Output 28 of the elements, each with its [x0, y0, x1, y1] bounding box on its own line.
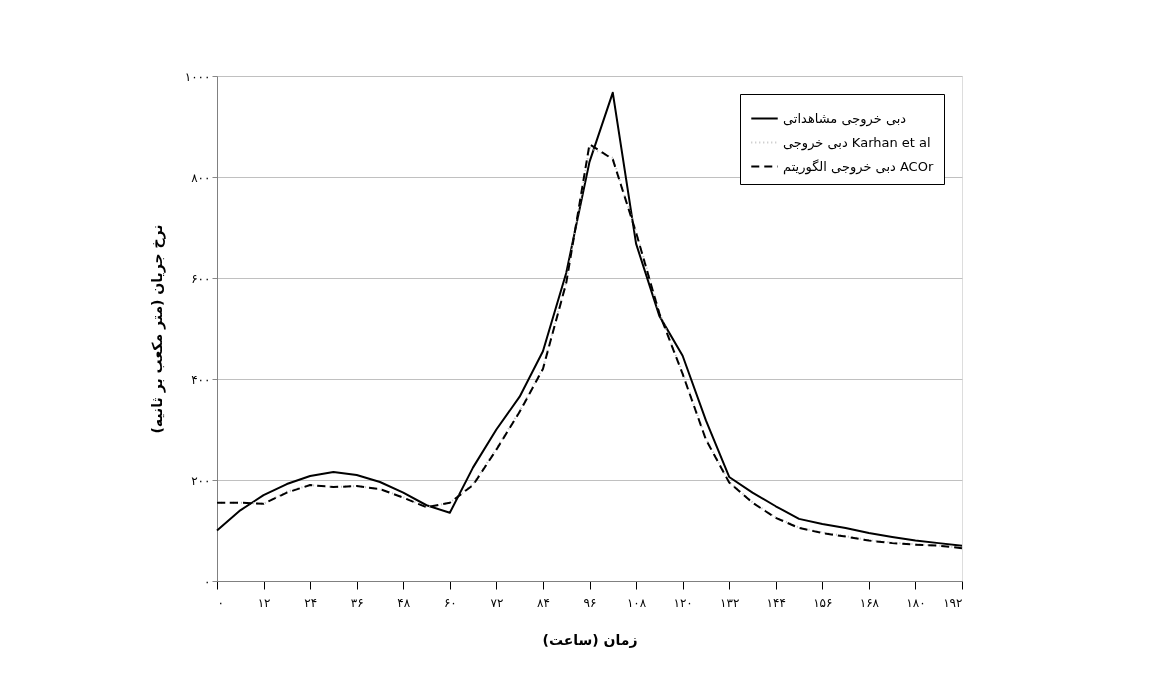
x-tick-label: ۴۸: [397, 595, 411, 610]
y-tick-label: ۸۰۰: [191, 170, 211, 185]
x-axis-title: زمان (ساعت): [542, 631, 638, 648]
legend-label: دبی خروجی الگوریتم ACOr: [783, 158, 934, 175]
y-tick-label: ۶۰۰: [191, 271, 211, 286]
x-tick-label: ۱۲: [257, 595, 271, 610]
x-tick-label: ۱۳۲: [720, 595, 740, 610]
x-tick-label: ۹۶: [583, 595, 597, 610]
x-tick-label: ۶۰: [443, 595, 457, 610]
x-tick-label: ۱۴۴: [766, 595, 786, 610]
x-tick-label: ۸۴: [536, 595, 550, 610]
y-tick-label: ۰: [204, 574, 211, 589]
x-tick-label: ۱۲۰: [673, 595, 693, 610]
x-tick-label: ۰: [217, 595, 224, 610]
x-tick-label: ۳۶: [350, 595, 364, 610]
y-tick-label: ۱۰۰۰: [184, 69, 211, 84]
legend-label: دبی خروجی مشاهداتی: [783, 110, 907, 127]
y-axis-title: نرخ جریان (متر مکعب بر ثانیه): [148, 224, 166, 434]
legend-label: دبی خروجی Karhan et al: [783, 134, 931, 151]
x-tick-label: ۱۹۲: [943, 595, 963, 610]
x-tick-label: ۱۰۸: [626, 595, 647, 610]
x-tick-label: ۱۸۰: [906, 595, 926, 610]
x-tick-label: ۲۴: [304, 595, 318, 610]
y-tick-label: ۲۰۰: [191, 473, 211, 488]
x-tick-label: ۱۶۸: [859, 595, 880, 610]
y-tick-label: ۴۰۰: [191, 372, 211, 387]
x-tick-label: ۱۵۶: [813, 595, 833, 610]
x-tick-label: ۷۲: [490, 595, 504, 610]
